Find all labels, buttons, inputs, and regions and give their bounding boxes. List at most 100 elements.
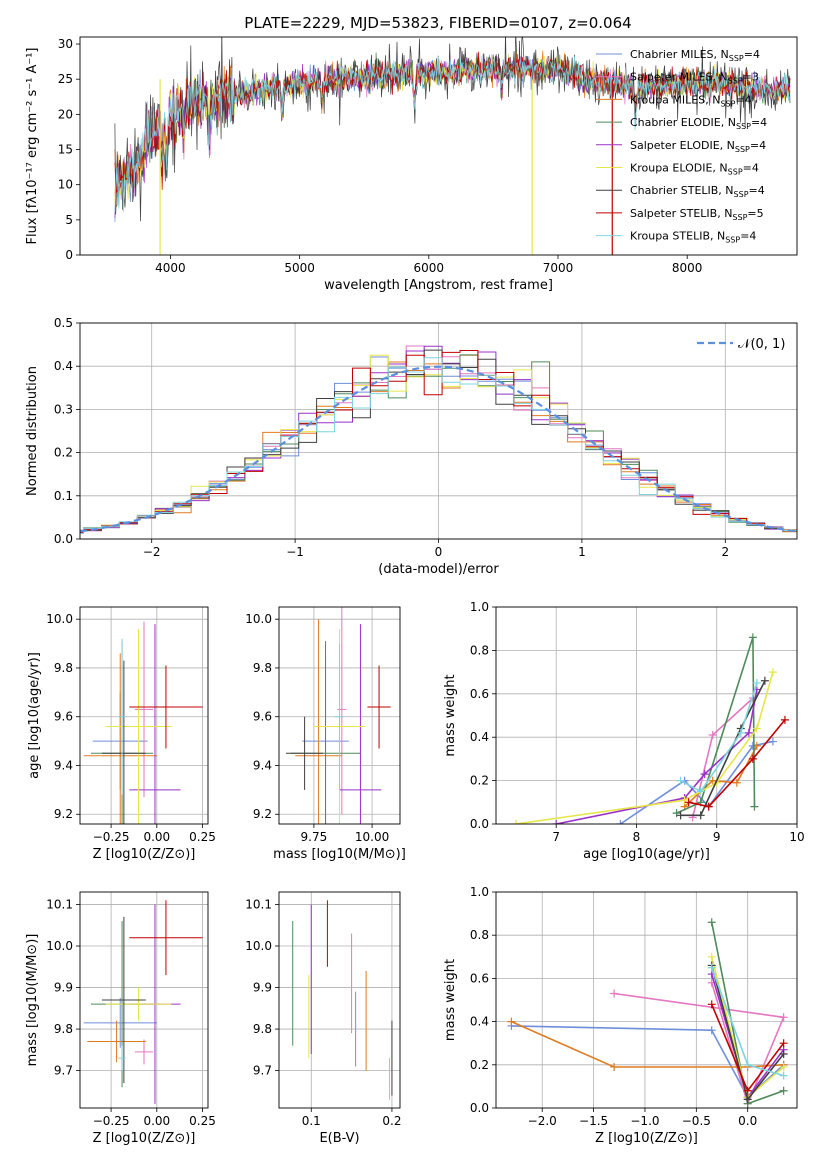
legend-entry: Kroupa STELIB, NSSP=4 <box>630 230 756 245</box>
y-axis-label: mass [log10(M/M⊙)] <box>25 934 40 1067</box>
x-axis-label: Z [log10(Z/Z⊙)] <box>93 1131 196 1146</box>
weight-marker <box>707 918 716 927</box>
legend-name: Salpeter MILES, N <box>630 71 728 84</box>
weight-marker <box>760 676 769 685</box>
weight-marker <box>696 811 705 820</box>
x-tick-label: 9.75 <box>301 830 328 844</box>
x-tick-label: −0.5 <box>682 1114 711 1128</box>
weight-marker <box>743 1095 752 1104</box>
normal-curve <box>80 365 797 533</box>
x-tick-label: 7000 <box>543 261 574 275</box>
weight-marker <box>707 963 716 972</box>
weight-line-1 <box>613 982 785 1107</box>
y-axis-label: Flux [fλ10⁻¹⁷ erg cm⁻² s⁻¹ A⁻¹] <box>25 48 40 245</box>
errorbar-point <box>101 660 146 824</box>
weight-marker <box>779 1013 788 1022</box>
errorbar-point <box>295 619 342 824</box>
legend-nssp: =3 <box>743 71 759 84</box>
weight-marker <box>752 678 761 687</box>
spectrum-8 <box>114 55 791 213</box>
x-tick-label: 10.00 <box>355 830 389 844</box>
legend-entry: Chabrier STELIB, NSSP=4 <box>630 184 765 199</box>
errorbar-point <box>105 628 172 824</box>
errorbar-point <box>334 643 345 790</box>
errorbar-point <box>129 900 203 976</box>
y-tick-label: 9.4 <box>253 758 272 772</box>
axes-frame <box>278 606 401 825</box>
y-tick-label: 0.2 <box>54 446 73 460</box>
x-axis-label: wavelength [Angstrom, rest frame] <box>324 278 553 293</box>
weight-marker <box>779 1086 788 1095</box>
panel-mass-weight-vs-age: 7 8 9 10 0.0 0.2 0.4 0.6 0.8 1.0 age [log10(age/yr… <box>443 600 805 862</box>
weight-marker <box>684 798 693 807</box>
errorbar-point <box>134 621 154 798</box>
legend-sub: SSP <box>736 122 751 131</box>
errorbar-point <box>105 987 172 1021</box>
legend-sub: SSP <box>720 99 735 108</box>
y-tick-label: 0.8 <box>470 928 489 942</box>
y-tick-label: 10.0 <box>245 939 272 953</box>
y-tick-label: 9.7 <box>253 1064 272 1078</box>
weight-marker <box>768 737 777 746</box>
axes-frame <box>495 606 798 825</box>
x-tick-label: −1.5 <box>579 1114 608 1128</box>
panel-age-vs-Z: −0.25 0.00 0.25 9.2 9.4 9.6 9.8 10.0 Z [log10(Z/… <box>27 606 216 862</box>
errorbars <box>83 621 203 824</box>
weight-marker <box>748 754 757 763</box>
x-tick-label: 6000 <box>414 261 445 275</box>
y-tick-label: 9.7 <box>54 1064 73 1078</box>
y-tick-label: 0.4 <box>470 730 489 744</box>
y-tick-label: 9.8 <box>253 1022 272 1036</box>
weight-marker <box>512 820 521 824</box>
weight-marker <box>732 778 741 787</box>
axes-frame <box>79 606 209 825</box>
y-axis-label: age [log10(age/yr)] <box>27 652 42 779</box>
histograms <box>80 345 797 534</box>
errorbar-point <box>118 638 126 795</box>
y-tick-label: 20 <box>58 107 73 121</box>
x-tick-label: 7 <box>552 830 560 844</box>
legend-entry: Kroupa ELODIE, NSSP=4 <box>630 162 759 177</box>
legend-sub: SSP <box>734 190 749 199</box>
x-axis-label: Z [log10(Z/Z⊙)] <box>595 1131 698 1146</box>
weight-marker <box>507 1017 516 1026</box>
x-tick-label: 0.2 <box>382 1114 401 1128</box>
legend-name: Chabrier MILES, N <box>630 48 729 61</box>
x-axis-label: E(B-V) <box>319 1131 359 1146</box>
histogram-8 <box>80 357 797 534</box>
errorbar-point <box>87 1020 146 1063</box>
legend-name: Kroupa STELIB, N <box>630 230 725 243</box>
errorbar-point <box>129 665 203 749</box>
errorbar-point <box>337 607 347 815</box>
weight-marker <box>708 776 717 785</box>
y-tick-label: 10.0 <box>245 612 272 626</box>
panel-mass-vs-Z: −0.25 0.00 0.25 9.7 9.8 9.9 10.0 10.1 Z [log10(Z… <box>25 891 216 1146</box>
panel-spectrum: 4000 5000 6000 7000 8000 0 5 10 15 20 25 30 waveleng… <box>25 36 798 293</box>
axes-frame <box>79 36 798 256</box>
y-tick-label: 0.8 <box>470 643 489 657</box>
x-tick-label: 4000 <box>155 261 186 275</box>
y-tick-label: 0 <box>65 248 73 262</box>
weight-marker <box>780 715 789 724</box>
x-tick-label: −2 <box>143 545 161 559</box>
legend-sub: SSP <box>728 168 743 177</box>
legend-name: Kroupa ELODIE, N <box>630 162 728 175</box>
weight-marker <box>676 811 685 820</box>
y-tick-label: 30 <box>58 37 73 51</box>
y-tick-label: 0.2 <box>470 1058 489 1072</box>
errorbar-point <box>129 624 181 824</box>
weight-marker <box>708 731 717 740</box>
weight-marker <box>779 1050 788 1058</box>
y-tick-label: 15 <box>58 143 73 157</box>
x-tick-label: −0.25 <box>93 830 130 844</box>
legend-entry: Salpeter STELIB, NSSP=5 <box>630 207 764 222</box>
axes-frame <box>278 891 401 1109</box>
weight-marker <box>707 1000 716 1009</box>
y-tick-label: 0.6 <box>470 971 489 985</box>
weight-marker <box>736 728 745 737</box>
y-axis-label: Normed distribution <box>25 366 40 496</box>
y-tick-label: 10.1 <box>245 897 272 911</box>
errorbars <box>292 900 393 1100</box>
x-tick-label: −0.25 <box>93 1114 130 1128</box>
legend-entry: Chabrier ELODIE, NSSP=4 <box>630 116 767 131</box>
